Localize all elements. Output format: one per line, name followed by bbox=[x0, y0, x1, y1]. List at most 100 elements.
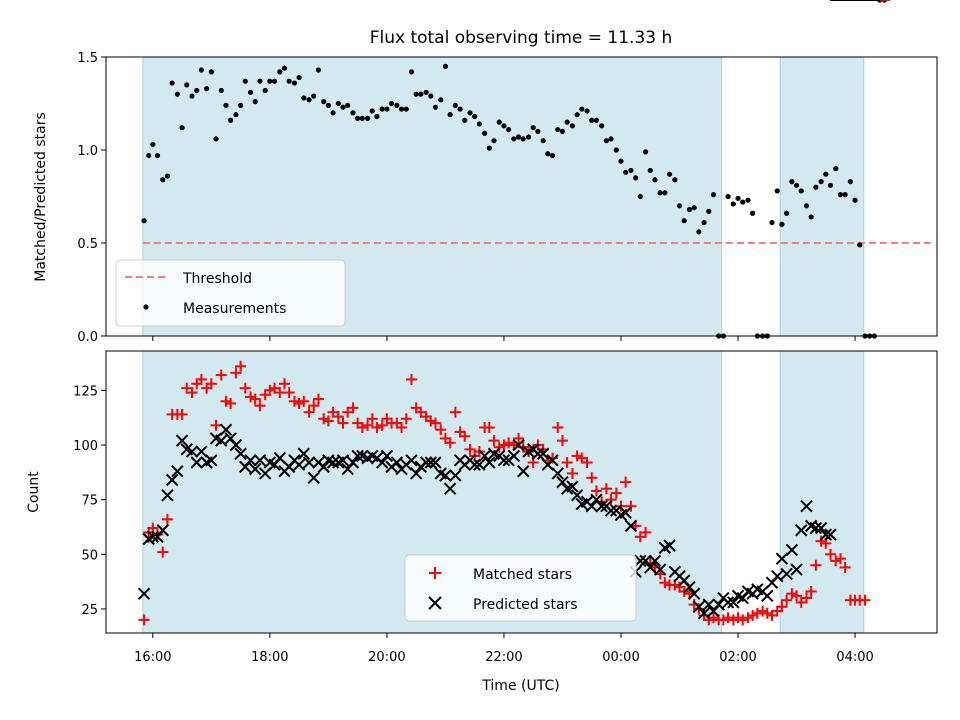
matched-star-point bbox=[215, 369, 227, 381]
predicted-star-point bbox=[473, 458, 486, 471]
predicted-star-point bbox=[443, 482, 457, 495]
measurement-point bbox=[398, 106, 405, 112]
measurement-point bbox=[837, 192, 844, 198]
measurement-point bbox=[223, 102, 229, 108]
matched-star-point bbox=[727, 614, 739, 626]
measurement-point bbox=[618, 158, 624, 164]
matched-star-point bbox=[498, 439, 510, 451]
ratio-y-axis-label: Matched/Predicted stars bbox=[33, 112, 49, 282]
matched-star-point bbox=[186, 387, 198, 399]
measurement-point bbox=[852, 197, 858, 203]
predicted-star-point bbox=[376, 456, 389, 469]
predicted-star-point bbox=[297, 447, 311, 460]
measurement-point bbox=[745, 197, 751, 203]
measurement-point bbox=[847, 179, 853, 185]
measurement-point bbox=[740, 199, 746, 205]
measurement-point bbox=[350, 110, 356, 116]
predicted-star-point bbox=[326, 456, 340, 469]
predicted-star-point bbox=[824, 528, 837, 541]
matched-star-point bbox=[332, 411, 344, 423]
measurement-point bbox=[364, 115, 371, 121]
measurement-point bbox=[520, 136, 526, 142]
measurement-point bbox=[779, 221, 785, 227]
predicted-star-point bbox=[551, 467, 564, 480]
matched-star-point bbox=[288, 395, 300, 407]
measurement-point bbox=[599, 123, 605, 129]
matched-star-point bbox=[586, 472, 598, 484]
matched-star-point bbox=[503, 437, 515, 449]
predicted-star-point bbox=[727, 596, 740, 609]
predicted-star-point bbox=[317, 460, 330, 474]
matched-star-point bbox=[513, 432, 525, 444]
measurement-point bbox=[359, 115, 365, 121]
measurement-point bbox=[808, 214, 814, 220]
matched-star-point bbox=[278, 378, 290, 390]
predicted-star-point bbox=[644, 561, 657, 574]
counts-plot-frame bbox=[105, 350, 938, 634]
ratio-plot-frame bbox=[105, 56, 938, 337]
predicted-star-point bbox=[546, 454, 559, 467]
measurement-point bbox=[725, 193, 731, 200]
predicted-star-point bbox=[624, 519, 638, 533]
matched-star-point bbox=[400, 413, 412, 425]
matched-star-point bbox=[747, 610, 759, 622]
measurement-point bbox=[428, 93, 434, 99]
measurement-point bbox=[340, 104, 346, 110]
matched-star-point bbox=[318, 413, 330, 425]
predicted-star-point bbox=[161, 489, 174, 502]
measurement-point bbox=[457, 106, 463, 112]
matched-star-point bbox=[757, 605, 769, 617]
matched-star-point bbox=[610, 487, 622, 499]
measurement-point bbox=[335, 100, 341, 107]
measurement-point bbox=[462, 117, 468, 123]
matched-star-point bbox=[161, 513, 173, 525]
predicted-star-point bbox=[595, 500, 608, 513]
measurement-point bbox=[321, 99, 327, 105]
predicted-star-point bbox=[531, 447, 545, 460]
measurement-point bbox=[301, 95, 307, 101]
x-tick-label: 20:00 bbox=[368, 650, 405, 665]
matched-star-point bbox=[356, 422, 368, 434]
matched-star-point bbox=[376, 419, 388, 431]
y-tick-label: 75 bbox=[81, 494, 98, 509]
predicted-star-point bbox=[215, 434, 228, 447]
predicted-star-point bbox=[449, 469, 462, 482]
matched-star-point bbox=[791, 590, 803, 602]
predicted-star-point bbox=[507, 449, 521, 463]
x-tick-label: 16:00 bbox=[134, 650, 171, 665]
measurement-point bbox=[257, 78, 263, 84]
measurement-point bbox=[501, 123, 507, 129]
measurement-point bbox=[662, 190, 668, 196]
matched-star-point bbox=[834, 553, 846, 565]
matched-star-point bbox=[815, 535, 827, 547]
predicted-star-point bbox=[653, 563, 667, 576]
measurement-point bbox=[525, 134, 532, 140]
matched-star-point bbox=[824, 548, 836, 560]
predicted-star-point bbox=[648, 554, 662, 568]
matched-star-point bbox=[254, 400, 266, 412]
measurement-point bbox=[564, 119, 570, 125]
predicted-star-point bbox=[249, 462, 262, 476]
measurement-point bbox=[218, 87, 224, 94]
matched-star-point bbox=[464, 443, 476, 455]
measurement-point bbox=[374, 113, 380, 120]
matched-star-point bbox=[298, 395, 310, 407]
matched-star-point bbox=[590, 485, 602, 497]
predicted-star-point bbox=[405, 454, 418, 467]
matched-star-point bbox=[732, 612, 744, 624]
measurement-point bbox=[496, 119, 502, 125]
matched-star-point bbox=[303, 406, 315, 418]
measurement-point bbox=[306, 97, 312, 103]
y-tick-label: 1.5 bbox=[77, 51, 98, 66]
measurement-point bbox=[735, 195, 741, 201]
measurement-point bbox=[237, 102, 244, 108]
matched-star-point bbox=[312, 393, 324, 405]
x-axis-label: Time (UTC) bbox=[481, 678, 559, 694]
matched-star-point bbox=[249, 393, 261, 405]
predicted-star-point bbox=[761, 589, 774, 603]
measurement-point bbox=[574, 112, 580, 118]
measurement-point bbox=[681, 218, 687, 224]
chart-title: Flux total observing time = 11.33 h bbox=[370, 28, 673, 48]
measurement-point bbox=[696, 229, 702, 235]
predicted-star-point bbox=[292, 458, 306, 471]
